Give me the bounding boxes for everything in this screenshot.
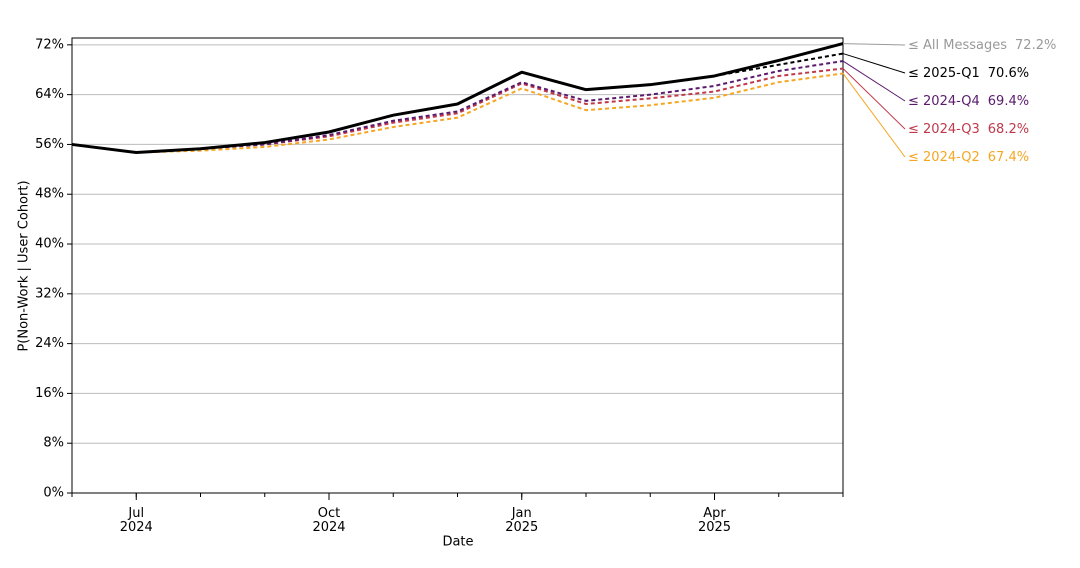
y-tick-label: 32% [35, 286, 64, 301]
y-tick-label: 48% [35, 187, 64, 202]
y-tick-label: 8% [43, 436, 64, 451]
y-tick-label: 40% [35, 237, 64, 252]
series-end-label: ≤ 2025-Q1 70.6% [908, 66, 1029, 81]
y-tick-label: 64% [35, 87, 64, 102]
series-end-value: 70.6% [988, 66, 1029, 81]
y-tick-label: 16% [35, 386, 64, 401]
x-axis-label: Date [442, 535, 473, 550]
x-tick-label: Apr 2025 [698, 506, 731, 535]
series-end-label: ≤ 2024-Q3 68.2% [908, 122, 1029, 137]
x-tick-label: Jul 2024 [120, 506, 153, 535]
series-line [71, 72, 844, 154]
label-connector [842, 53, 906, 74]
plot-frame [71, 37, 844, 494]
y-tick-label: 24% [35, 336, 64, 351]
series-line [71, 42, 844, 155]
label-connector [842, 68, 906, 130]
series-name: ≤ 2024-Q3 [908, 122, 980, 137]
y-tick-label: 0% [43, 486, 64, 501]
series-end-label: ≤ 2024-Q4 69.4% [908, 94, 1029, 109]
x-tick-label: Oct 2024 [312, 506, 345, 535]
series-end-value: 69.4% [988, 94, 1029, 109]
label-connector [842, 73, 906, 158]
series-line [71, 67, 844, 154]
series-end-value: 72.2% [1015, 38, 1056, 53]
y-tick-label: 56% [35, 137, 64, 152]
series-end-value: 68.2% [988, 122, 1029, 137]
series-name: ≤ 2024-Q2 [908, 150, 980, 165]
x-tick-label: Jan 2025 [505, 506, 538, 535]
series-name: ≤ 2025-Q1 [908, 66, 980, 81]
series-line [71, 60, 844, 154]
series-end-value: 67.4% [988, 150, 1029, 165]
y-axis-label: P(Non-Work | User Cohort) [17, 180, 32, 351]
y-tick-label: 72% [35, 37, 64, 52]
label-connector [842, 60, 906, 102]
series-end-label: ≤ 2024-Q2 67.4% [908, 150, 1029, 165]
label-connector [842, 43, 906, 46]
series-name: ≤ 2024-Q4 [908, 94, 980, 109]
series-name: ≤ All Messages [908, 38, 1007, 53]
series-end-label: ≤ All Messages 72.2% [908, 38, 1056, 53]
